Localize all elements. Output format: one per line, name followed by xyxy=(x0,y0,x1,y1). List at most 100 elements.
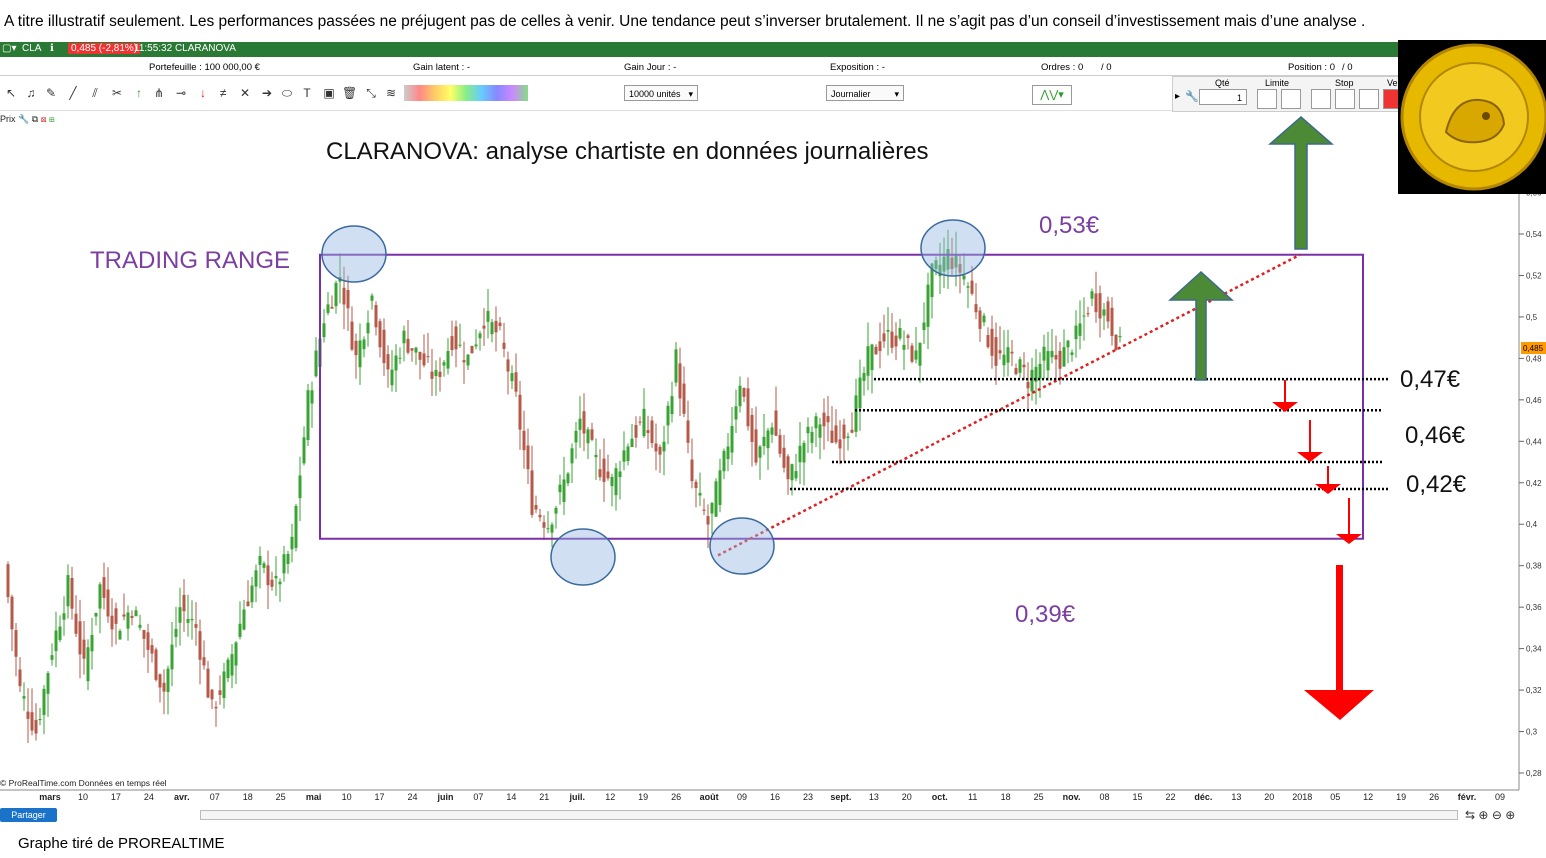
share-button[interactable]: Partager xyxy=(0,808,57,822)
color-swatch-palette[interactable] xyxy=(404,85,528,101)
settings-icon[interactable]: 🔧 xyxy=(18,114,30,124)
wrench-icon[interactable]: 🔧 xyxy=(1185,91,1199,103)
brush-icon[interactable]: ✂ xyxy=(111,86,123,100)
candle-body xyxy=(646,430,650,433)
candle-body xyxy=(150,645,154,654)
shape-icon[interactable]: ⬭ xyxy=(281,86,293,100)
channel-icon[interactable]: ⫽ xyxy=(92,86,98,100)
candle-body xyxy=(542,522,546,528)
candle-body xyxy=(694,481,698,489)
candle-body xyxy=(230,654,234,676)
candle-body xyxy=(398,357,402,359)
candle-body xyxy=(974,304,978,313)
arrow-down-icon[interactable]: ↓ xyxy=(200,86,206,100)
candle-body xyxy=(778,435,782,454)
candle-body xyxy=(206,668,210,698)
orders-count[interactable]: Ordres : 0 xyxy=(1041,62,1084,73)
zoom-in-icon[interactable]: ⊕ xyxy=(1505,808,1516,822)
fork-icon[interactable]: ⋔ xyxy=(153,86,165,100)
candle-body xyxy=(1046,351,1050,371)
limit-sell-button[interactable] xyxy=(1281,89,1301,109)
candle-body xyxy=(618,471,622,478)
window-icon[interactable]: ⧉ xyxy=(31,114,39,124)
candle-body xyxy=(718,470,722,505)
x-tick-label: 05 xyxy=(1330,792,1340,802)
stop-sell-button[interactable] xyxy=(1335,89,1355,109)
candle-body xyxy=(34,719,38,734)
add-icon[interactable]: ⊞ xyxy=(48,114,55,124)
stop-buy-button[interactable] xyxy=(1311,89,1331,109)
candle-body xyxy=(202,657,206,666)
candle-body xyxy=(594,454,598,458)
candle-body xyxy=(674,349,678,383)
market-sell-button[interactable] xyxy=(1359,89,1379,109)
candle-body xyxy=(170,644,174,670)
cross-icon[interactable]: ✕ xyxy=(239,86,251,100)
zoom-controls: ⇆ ⊕ ⊖ ⊕ xyxy=(1465,808,1515,822)
cursor-icon[interactable]: ↖ xyxy=(5,86,17,100)
indicator-icon[interactable]: ≋ xyxy=(385,86,397,100)
instrument-name: 11:55:32 CLARANOVA xyxy=(134,43,236,54)
candle-body xyxy=(986,335,990,348)
candle-body xyxy=(86,647,90,682)
qty-label: Qté xyxy=(1215,78,1230,88)
fibonacci-icon[interactable]: ≠ xyxy=(219,86,227,100)
candle-body xyxy=(610,476,614,487)
position-count[interactable]: Position : 0 xyxy=(1288,62,1335,73)
annotation-overlays xyxy=(319,116,1390,720)
remove-icon[interactable]: ⊠ xyxy=(40,114,47,124)
candle-body xyxy=(14,630,18,657)
limit-buy-button[interactable] xyxy=(1257,89,1277,109)
zoom-icon[interactable]: ⤡ xyxy=(366,86,376,100)
candle-body xyxy=(210,689,214,700)
arrow-right-icon[interactable]: ➔ xyxy=(261,86,273,100)
text-icon[interactable]: T xyxy=(303,86,311,100)
last-price-label: 0,485 xyxy=(1523,344,1544,353)
step-arrow-head xyxy=(1272,402,1298,412)
chart-scrollbar[interactable] xyxy=(200,810,1458,820)
period-select[interactable]: Journalier xyxy=(826,85,904,102)
window-menu-icon[interactable]: ▢▾ xyxy=(2,43,17,54)
account-bar: Portefeuille : 100 000,00 € Gain latent … xyxy=(0,59,1400,76)
x-tick-label: 07 xyxy=(210,792,220,802)
candle-body xyxy=(630,438,634,448)
candle-body xyxy=(562,479,566,502)
pencil-icon[interactable]: ✎ xyxy=(45,86,57,100)
bell-icon[interactable]: ♫ xyxy=(26,86,36,100)
candle-body xyxy=(706,516,710,525)
trendline-icon[interactable]: ╱ xyxy=(69,86,77,100)
candle-body xyxy=(342,287,346,305)
candle-body xyxy=(1062,347,1066,367)
candle-body xyxy=(626,446,630,462)
zoom-fit-icon[interactable]: ⊕ xyxy=(1478,808,1489,822)
chart-type-icon[interactable]: ⋀⋁▾ xyxy=(1032,85,1072,105)
candle-body xyxy=(1082,315,1086,317)
candle-body xyxy=(54,630,58,652)
expand-icon[interactable]: ▸ xyxy=(1175,91,1181,102)
candle-body xyxy=(798,445,802,463)
candle-body xyxy=(494,320,498,333)
candle-body xyxy=(918,342,922,366)
frame-icon[interactable]: ▣ xyxy=(323,86,335,100)
candle-body xyxy=(410,348,414,351)
candle-body xyxy=(794,471,798,479)
candle-body xyxy=(1118,336,1122,338)
horizontal-line-icon[interactable]: ⊸ xyxy=(175,86,187,100)
info-icon[interactable]: ℹ xyxy=(50,43,54,54)
candle-body xyxy=(1042,346,1046,361)
candle-body xyxy=(258,556,262,565)
zoom-out-icon[interactable]: ⊖ xyxy=(1491,808,1502,822)
trash-icon[interactable]: 🗑 xyxy=(342,86,358,100)
candle-body xyxy=(382,329,386,364)
candle-body xyxy=(826,416,830,423)
units-select[interactable]: 10000 unités xyxy=(624,85,698,102)
arrow-up-icon[interactable]: ↑ xyxy=(136,86,142,100)
qty-input[interactable]: 1 xyxy=(1199,89,1247,105)
candle-body xyxy=(114,608,118,624)
candle-body xyxy=(422,353,426,366)
fit-icon[interactable]: ⇆ xyxy=(1465,808,1476,822)
ticker-tab[interactable]: CLA xyxy=(22,43,42,54)
y-tick-label: 0,28 xyxy=(1526,769,1542,778)
candle-body xyxy=(614,468,618,496)
